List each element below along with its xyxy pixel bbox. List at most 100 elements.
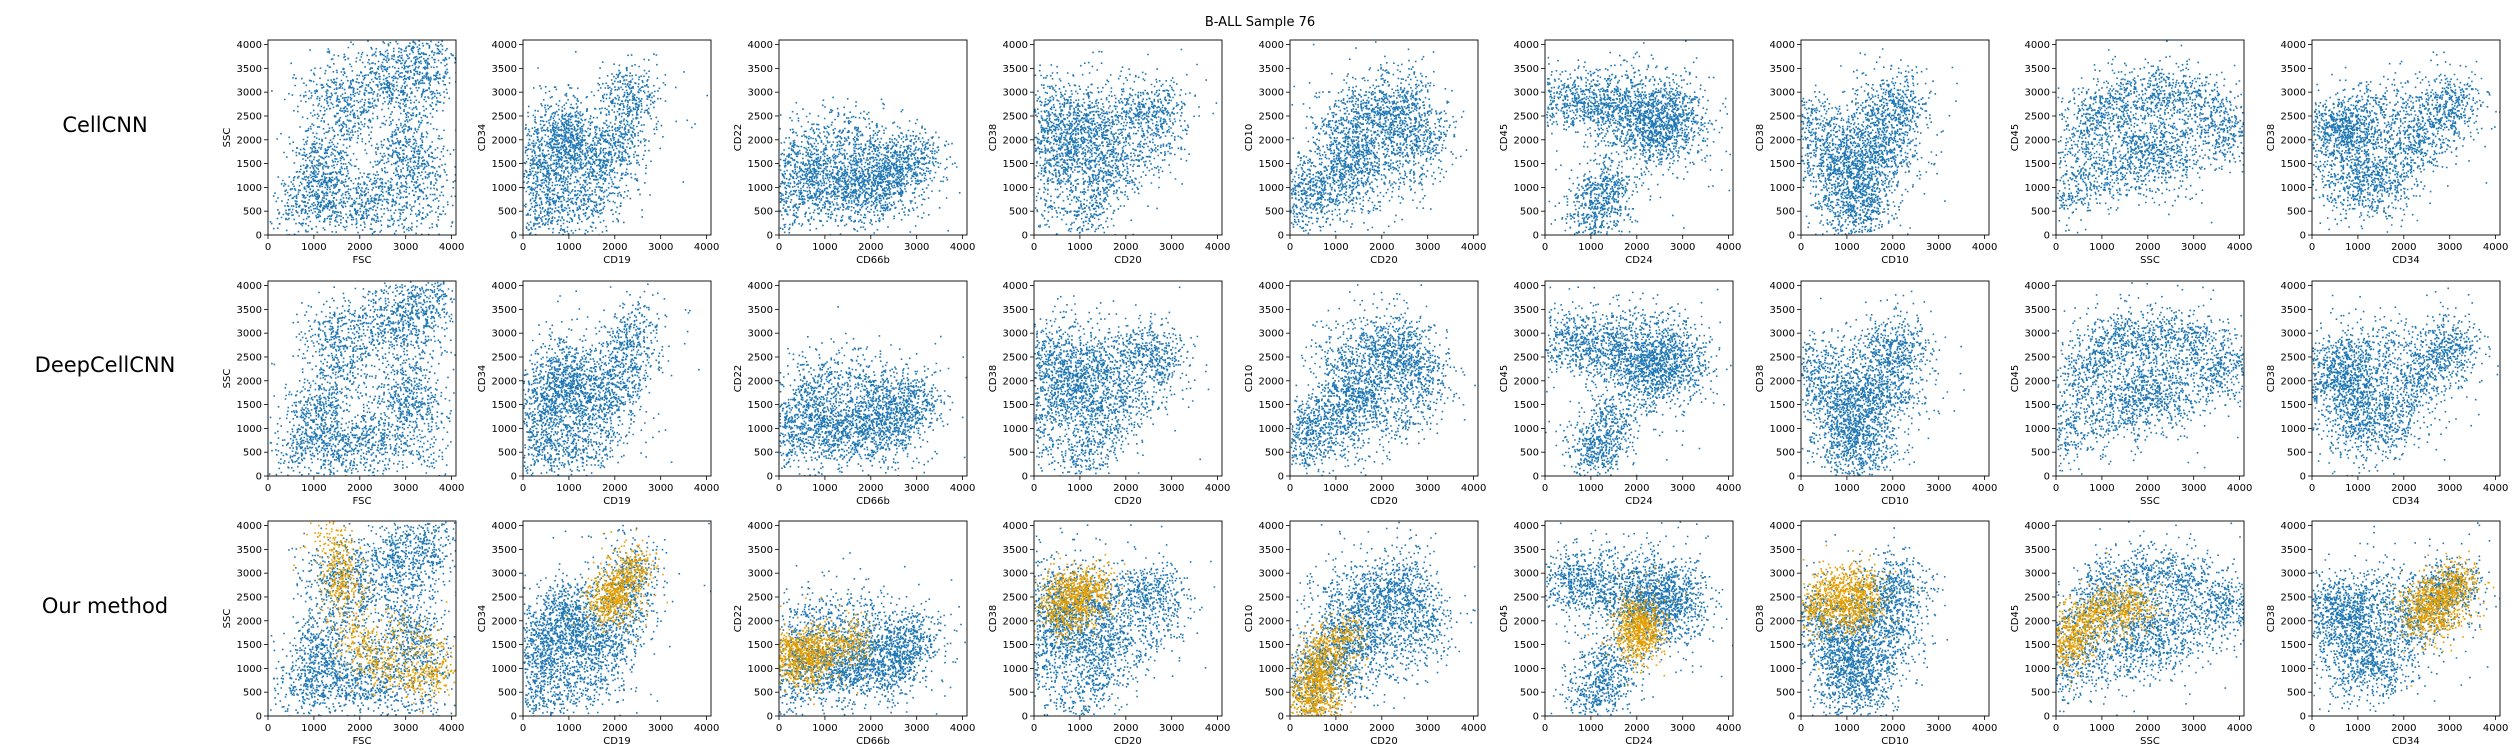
y-tick-label: 3000 [1514,329,1539,340]
scatter-panel: 0 1000 2000 3000 400005001000150020002500300… [1755,521,1997,747]
x-tick-label: 2000 [1880,242,1905,253]
y-tick-label: 2000 [1770,376,1795,387]
point-cloud [779,336,967,477]
x-tick-label: 2000 [1624,242,1649,253]
y-tick-label: 1500 [2281,159,2306,170]
y-axis-label: CD45 [1499,365,1510,392]
x-axis-label: FSC [353,736,372,747]
y-tick-label: 3500 [1770,545,1795,556]
y-tick-label: 2500 [237,352,262,363]
x-tick-label: 3000 [1670,483,1695,494]
y-tick-label: 4000 [1514,40,1539,51]
y-tick-label: 1500 [2025,640,2050,651]
y-tick-label: 1500 [1770,400,1795,411]
y-tick-label: 1500 [1003,159,1028,170]
y-tick-label: 1000 [2025,183,2050,194]
x-tick-label: 4000 [950,483,975,494]
x-tick-label: 2000 [347,723,372,734]
point-cloud [1801,537,1945,717]
y-tick-label: 500 [1265,207,1284,218]
point-cloud [2312,295,2499,477]
x-axis-label: CD20 [1370,496,1397,507]
x-tick-label: 4000 [2227,242,2252,253]
y-tick-label: 3500 [1770,64,1795,75]
y-tick-label: 2000 [492,616,517,627]
x-tick-label: 4000 [1461,483,1486,494]
y-tick-label: 500 [2287,688,2306,699]
scatter-panel: 0 1000 2000 3000 400005001000150020002500300… [2266,40,2508,266]
y-tick-label: 1000 [237,424,262,435]
x-tick-label: 1000 [556,242,581,253]
y-tick-label: 4000 [1514,521,1539,532]
y-tick-label: 0 [767,231,773,242]
y-tick-label: 4000 [237,521,262,532]
x-axis-label: CD10 [1881,736,1908,747]
x-tick-label: 3000 [1159,242,1184,253]
x-tick-label: 2000 [347,242,372,253]
y-tick-label: 2500 [748,111,773,122]
y-tick-label: 2500 [1003,592,1028,603]
y-tick-label: 1000 [2025,664,2050,675]
x-tick-label: 3000 [648,242,673,253]
y-tick-label: 3500 [237,305,262,316]
y-axis-label: CD22 [733,365,744,392]
scatter-points [2312,288,2499,477]
y-tick-label: 2000 [2281,135,2306,146]
x-tick-label: 3000 [904,483,929,494]
y-tick-label: 2500 [1770,111,1795,122]
y-tick-label: 3000 [1770,88,1795,99]
y-tick-label: 500 [498,448,517,459]
y-tick-label: 1000 [492,183,517,194]
y-tick-label: 3000 [1003,329,1028,340]
x-tick-label: 1000 [1323,723,1348,734]
y-tick-label: 4000 [492,521,517,532]
scatter-points [2056,521,2245,716]
y-tick-label: 2500 [1514,111,1539,122]
x-tick-label: 1000 [1067,723,1092,734]
y-axis-label: SSC [222,128,233,148]
y-tick-label: 3500 [2025,64,2050,75]
y-tick-label: 3500 [1514,545,1539,556]
scatter-panel: 0 1000 2000 3000 400005001000150020002500300… [2266,521,2508,747]
y-tick-label: 1500 [492,159,517,170]
x-tick-label: 4000 [950,723,975,734]
x-tick-label: 1000 [301,723,326,734]
y-tick-label: 2500 [2281,592,2306,603]
y-tick-label: 4000 [492,40,517,51]
y-tick-label: 2500 [492,111,517,122]
x-tick-label: 0 [265,723,271,734]
y-tick-label: 500 [1520,688,1539,699]
y-tick-label: 3000 [237,569,262,580]
y-tick-label: 0 [767,712,773,723]
scatter-points [779,306,967,477]
x-tick-label: 1000 [301,242,326,253]
x-axis-label: FSC [353,255,372,266]
x-tick-label: 1000 [2345,483,2370,494]
y-tick-label: 0 [1533,712,1539,723]
y-tick-label: 2000 [748,616,773,627]
y-tick-label: 1500 [748,400,773,411]
y-tick-label: 1000 [1003,424,1028,435]
scatter-panel: 0 1000 2000 3000 400005001000150020002500300… [2010,521,2252,747]
x-axis-label: SSC [2140,736,2160,747]
y-tick-label: 500 [1265,688,1284,699]
x-tick-label: 0 [1798,242,1804,253]
x-tick-label: 3000 [1926,483,1951,494]
y-tick-label: 4000 [1770,40,1795,51]
x-tick-label: 4000 [1716,723,1741,734]
y-tick-label: 2500 [1003,352,1028,363]
y-tick-label: 3000 [1003,88,1028,99]
scatter-points [779,97,960,237]
y-tick-label: 2000 [1259,376,1284,387]
y-tick-label: 4000 [2281,281,2306,292]
y-tick-label: 500 [1776,688,1795,699]
x-axis-label: CD24 [1625,736,1652,747]
y-tick-label: 3000 [237,329,262,340]
y-tick-label: 3000 [1259,88,1284,99]
scatter-panel: 0 1000 2000 3000 400005001000150020002500300… [2266,281,2508,507]
y-tick-label: 500 [1520,207,1539,218]
y-tick-label: 1000 [2025,424,2050,435]
y-tick-label: 1000 [1514,424,1539,435]
panel-grid: 0 1000 2000 3000 4000 0 500 1000 1500 2000 2500 300… [222,40,2508,747]
